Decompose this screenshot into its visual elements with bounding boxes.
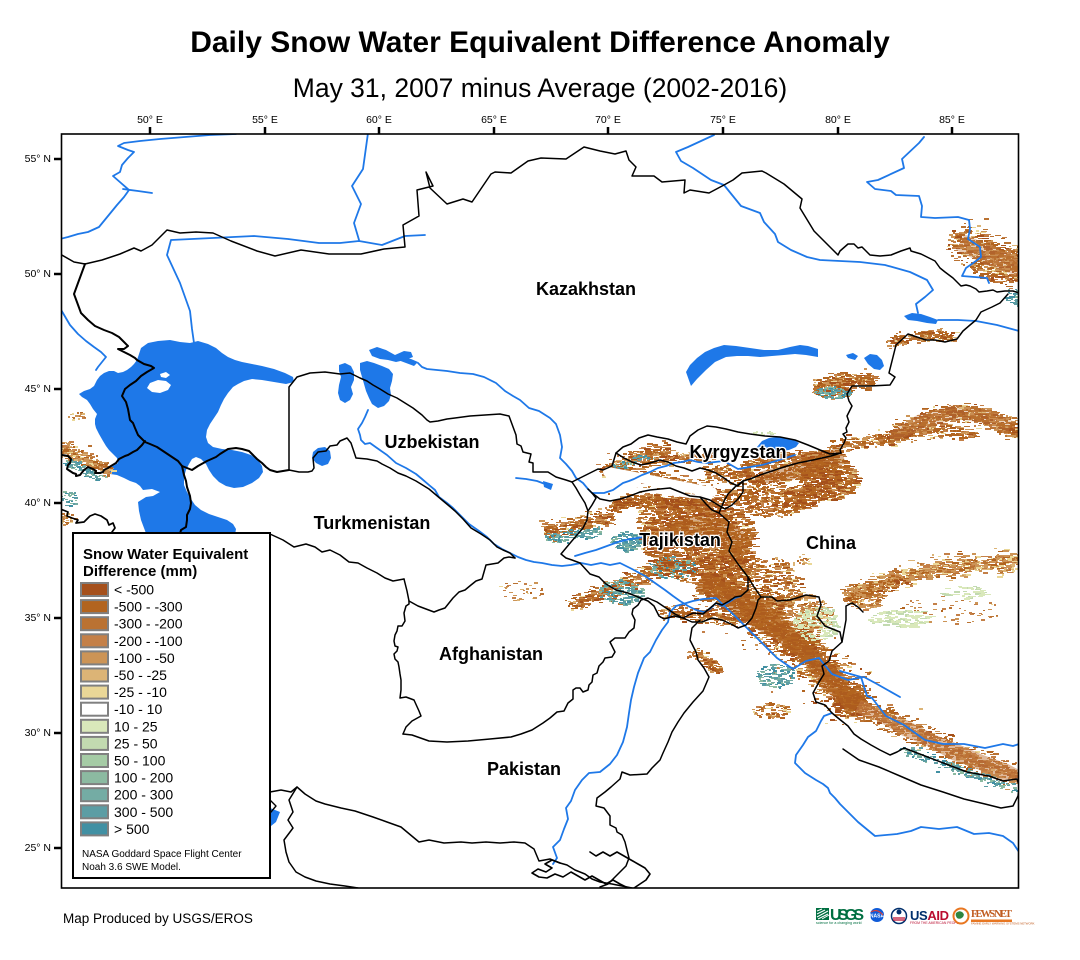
svg-text:Difference (mm): Difference (mm) <box>83 563 197 580</box>
svg-text:-200 - -100: -200 - -100 <box>114 633 183 649</box>
svg-text:Kyrgyzstan: Kyrgyzstan <box>689 442 786 462</box>
svg-text:45° N: 45° N <box>25 383 51 395</box>
svg-text:50° N: 50° N <box>25 268 51 280</box>
svg-text:35° N: 35° N <box>25 612 51 624</box>
svg-text:25 - 50: 25 - 50 <box>114 735 158 751</box>
svg-text:Uzbekistan: Uzbekistan <box>384 432 479 452</box>
svg-text:< -500: < -500 <box>114 582 154 598</box>
svg-text:Snow Water Equivalent: Snow Water Equivalent <box>83 546 248 563</box>
svg-text:NASA: NASA <box>870 914 885 920</box>
svg-text:FROM THE AMERICAN PEOPLE: FROM THE AMERICAN PEOPLE <box>910 921 962 925</box>
svg-text:-25 - -10: -25 - -10 <box>114 684 167 700</box>
svg-text:Pakistan: Pakistan <box>487 759 561 779</box>
svg-text:NASA Goddard Space Flight Cent: NASA Goddard Space Flight Center <box>82 849 242 860</box>
svg-text:Map Produced by USGS/EROS: Map Produced by USGS/EROS <box>63 911 253 926</box>
svg-text:55° N: 55° N <box>25 153 51 165</box>
svg-text:50° E: 50° E <box>137 114 163 126</box>
svg-text:200 - 300: 200 - 300 <box>114 787 173 803</box>
svg-text:25° N: 25° N <box>25 842 51 854</box>
svg-text:FAMINE EARLY WARNING SYSTEMS N: FAMINE EARLY WARNING SYSTEMS NETWORK <box>971 922 1035 926</box>
svg-text:70° E: 70° E <box>595 114 621 126</box>
svg-text:300 - 500: 300 - 500 <box>114 804 173 820</box>
svg-text:85° E: 85° E <box>939 114 965 126</box>
svg-text:-500 - -300: -500 - -300 <box>114 599 183 615</box>
svg-text:60° E: 60° E <box>366 114 392 126</box>
svg-text:Kazakhstan: Kazakhstan <box>536 279 636 299</box>
svg-text:-50 - -25: -50 - -25 <box>114 667 167 683</box>
svg-text:50 - 100: 50 - 100 <box>114 753 166 769</box>
svg-text:65° E: 65° E <box>481 114 507 126</box>
svg-text:> 500: > 500 <box>114 821 150 837</box>
svg-text:100 - 200: 100 - 200 <box>114 770 173 786</box>
svg-text:-100 - -50: -100 - -50 <box>114 650 175 666</box>
svg-text:Turkmenistan: Turkmenistan <box>314 513 431 533</box>
svg-text:science for a changing world: science for a changing world <box>816 921 862 925</box>
svg-text:30° N: 30° N <box>25 727 51 739</box>
svg-text:USAID: USAID <box>910 908 949 923</box>
svg-text:FEWS NET: FEWS NET <box>971 909 1012 920</box>
svg-text:USGS: USGS <box>830 907 864 924</box>
svg-text:40° N: 40° N <box>25 497 51 509</box>
svg-text:Noah 3.6 SWE Model.: Noah 3.6 SWE Model. <box>82 862 181 873</box>
svg-text:55° E: 55° E <box>252 114 278 126</box>
svg-text:Tajikistan: Tajikistan <box>639 530 721 550</box>
svg-text:Afghanistan: Afghanistan <box>439 644 543 664</box>
svg-text:80° E: 80° E <box>825 114 851 126</box>
svg-text:China: China <box>806 533 857 553</box>
svg-text:10 - 25: 10 - 25 <box>114 718 158 734</box>
svg-text:-300 - -200: -300 - -200 <box>114 616 183 632</box>
svg-text:-10 - 10: -10 - 10 <box>114 701 162 717</box>
svg-text:75° E: 75° E <box>710 114 736 126</box>
